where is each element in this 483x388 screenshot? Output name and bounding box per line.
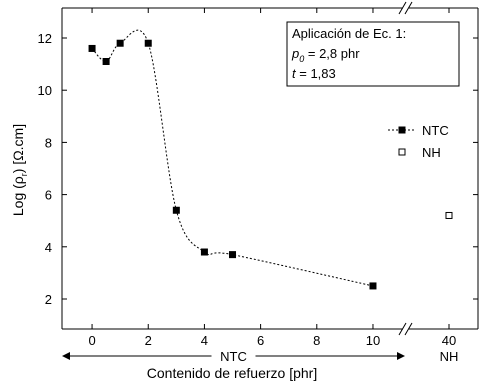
group-label: NTC (220, 349, 247, 364)
annotation-sub: 0 (299, 54, 304, 64)
marker (229, 251, 237, 259)
x-tick-label: 4 (201, 333, 208, 348)
y-tick-label: 12 (38, 31, 52, 46)
axis-break (398, 1, 407, 15)
y-axis-label: Log (ρr) [Ω.cm] (10, 124, 29, 216)
axis-break (404, 1, 413, 15)
legend-label: NH (422, 145, 441, 160)
marker (116, 39, 124, 47)
annotation-title: Aplicación de Ec. 1: (292, 26, 406, 41)
y-tick-label: 4 (45, 240, 52, 255)
marker (144, 39, 152, 47)
x-tick-label: 10 (366, 333, 380, 348)
series-curve (91, 29, 374, 287)
annotation-line: t = 1,83 (292, 66, 336, 81)
y-tick-label: 10 (38, 83, 52, 98)
axis-break (404, 322, 413, 336)
y-label-text: Log (ρ (10, 176, 26, 216)
x-tick-label: 6 (257, 333, 264, 348)
y-tick-label: 8 (45, 135, 52, 150)
axis-break (398, 322, 407, 336)
annotation-text: = 1,83 (296, 66, 336, 81)
y-label-sub: r (19, 173, 29, 176)
legend-label: NTC (422, 123, 449, 138)
marker (102, 58, 110, 65)
annotation-var: t (292, 66, 297, 81)
arrow-head (397, 352, 405, 360)
marker (172, 206, 180, 214)
legend-marker (398, 126, 406, 134)
marker (88, 44, 96, 52)
x-tick-label: 8 (313, 333, 320, 348)
group-label: NH (440, 349, 459, 364)
x-tick-label: 40 (442, 333, 456, 348)
x-tick-label: 2 (145, 333, 152, 348)
y-tick-label: 2 (45, 292, 52, 307)
y-tick-label: 6 (45, 188, 52, 203)
legend-marker (398, 148, 406, 156)
x-axis-label: Contenido de refuerzo [phr] (147, 365, 317, 381)
y-label-text: ) [Ω.cm] (10, 124, 26, 173)
marker (445, 211, 453, 219)
marker (200, 248, 208, 256)
annotation-box (286, 21, 460, 87)
arrow-head (62, 352, 70, 360)
annotation-line: p0 = 2,8 phr (291, 46, 360, 64)
marker (369, 282, 377, 290)
annotation-var: p (291, 46, 299, 61)
annotation-text: = 2,8 phr (304, 46, 360, 61)
group-label-bg (211, 348, 256, 364)
x-tick-label: 0 (88, 333, 95, 348)
